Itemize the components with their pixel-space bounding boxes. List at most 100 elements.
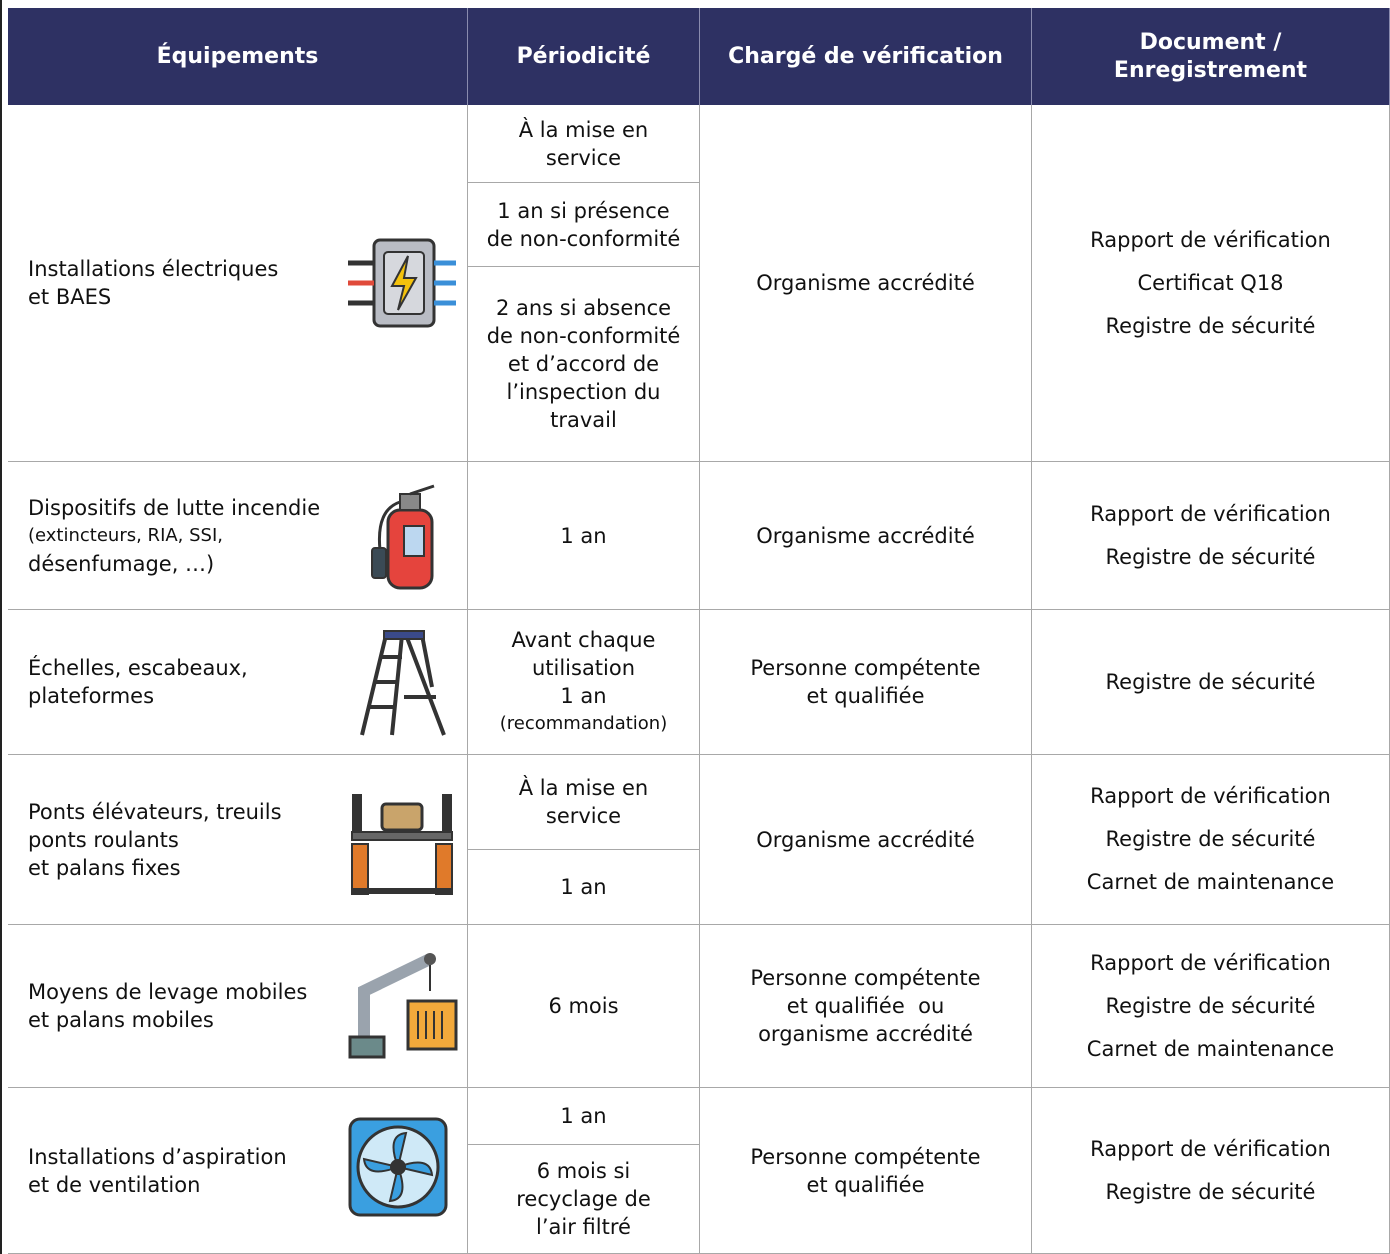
- periodicity-cell: 1 an: [468, 462, 700, 610]
- periodicity-cell: 1 an si présence de non-conformité: [468, 183, 700, 267]
- verifier-cell: Organisme accrédité: [700, 755, 1032, 925]
- periodicity-cell: 6 mois: [468, 925, 700, 1088]
- verifier-text: Personne compétente: [750, 966, 981, 990]
- verifier-text: Personne compétente: [750, 656, 981, 680]
- periodicity-text: (recommandation): [499, 713, 668, 734]
- header-text: Document /: [1139, 29, 1282, 55]
- documents-cell: Rapport de vérification Registre de sécur…: [1032, 1088, 1390, 1254]
- document-text: Rapport de vérification: [1090, 1136, 1331, 1161]
- equipment-icon: [351, 794, 453, 895]
- periodicity-text: Avant chaque: [511, 628, 656, 652]
- equipment-text: désenfumage, …): [28, 551, 215, 576]
- document-text: Registre de sécurité: [1105, 827, 1316, 851]
- equipment-cell: Installations électriques et BAES: [8, 105, 468, 462]
- documents-cell: Rapport de vérification Registre de sécur…: [1032, 925, 1390, 1088]
- periodicity-text: l’air filtré: [536, 1215, 631, 1239]
- equipment-text: et de ventilation: [28, 1172, 201, 1197]
- periodicity-text: 6 mois si: [536, 1159, 631, 1183]
- equipment-cell: Ponts élévateurs, treuils ponts roulants e…: [8, 755, 468, 925]
- periodicity-text: service: [545, 145, 622, 170]
- periodicity-text: service: [545, 804, 622, 828]
- equipment-text: et palans fixes: [28, 855, 181, 880]
- header-cell: Chargé de vérification: [700, 8, 1032, 105]
- verifier-text: et qualifiée ou: [786, 994, 945, 1018]
- equipment-text: Moyens de levage mobiles: [28, 980, 308, 1004]
- periodicity-text: 1 an: [560, 1104, 607, 1128]
- periodicity-text: À la mise en: [518, 776, 649, 800]
- documents-cell: Rapport de vérification Registre de sécur…: [1032, 462, 1390, 610]
- equipment-text: Installations d’aspiration: [28, 1144, 287, 1169]
- verifier-text: Personne compétente: [750, 1144, 981, 1169]
- periodicity-text: 6 mois: [548, 994, 619, 1018]
- periodicity-text: 1 an si présence: [497, 198, 670, 223]
- verifier-text: et qualifiée: [806, 684, 925, 708]
- equipment-icon: [360, 629, 446, 736]
- verifier-text: et qualifiée: [806, 1172, 925, 1197]
- periodicity-text: travail: [550, 408, 617, 432]
- periodicity-cell: À la mise en service: [468, 105, 700, 183]
- periodicity-text: 1 an: [560, 875, 607, 899]
- verifier-text: Organisme accrédité: [756, 271, 975, 295]
- periodicity-text: l’inspection du: [506, 380, 661, 404]
- equipment-text: Dispositifs de lutte incendie: [28, 495, 321, 520]
- document-text: Rapport de vérification: [1090, 784, 1331, 808]
- equipment-cell: Installations d’aspiration et de ventilat…: [8, 1088, 468, 1254]
- document-text: Carnet de maintenance: [1086, 870, 1335, 894]
- verifier-text: Organisme accrédité: [756, 827, 975, 852]
- equipment-text: plateformes: [28, 684, 155, 708]
- equipment-text: et BAES: [28, 285, 112, 309]
- document-text: Rapport de vérification: [1090, 227, 1331, 252]
- periodicity-cell: À la mise en service: [468, 755, 700, 850]
- equipment-text: (extincteurs, RIA, SSI,: [28, 524, 224, 546]
- document-text: Carnet de maintenance: [1086, 1036, 1335, 1061]
- document-text: Registre de sécurité: [1105, 1179, 1316, 1204]
- header-cell: Périodicité: [468, 8, 700, 105]
- verifier-text: Organisme accrédité: [756, 523, 975, 548]
- equipment-text: Échelles, escabeaux,: [28, 656, 248, 680]
- periodicity-text: de non-conformité: [486, 226, 681, 251]
- periodicity-cell: 1 an: [468, 850, 700, 925]
- periodicity-text: 1 an: [560, 523, 607, 548]
- equipment-icon: [348, 238, 456, 327]
- periodicity-cell: 6 mois si recyclage de l’air filtré: [468, 1145, 700, 1254]
- document-text: Rapport de vérification: [1090, 501, 1331, 526]
- documents-cell: Rapport de vérification Certificat Q18 Reg…: [1032, 105, 1390, 462]
- equipment-text: et palans mobiles: [28, 1008, 214, 1032]
- periodicity-cell: 2 ans si absence de non-conformité et d’ac…: [468, 267, 700, 462]
- verifier-cell: Organisme accrédité: [700, 462, 1032, 610]
- document-text: Rapport de vérification: [1090, 950, 1331, 975]
- periodicity-cell: Avant chaque utilisation 1 an (recommandati…: [468, 610, 700, 755]
- periodicity-cell: 1 an: [468, 1088, 700, 1145]
- header-text: Chargé de vérification: [728, 43, 1003, 69]
- periodicity-text: recyclage de: [516, 1187, 651, 1211]
- equipment-text: ponts roulants: [28, 827, 179, 852]
- equipment-icon: [348, 952, 458, 1058]
- header-text: Équipements: [156, 43, 319, 69]
- header-cell: Équipements: [8, 8, 468, 105]
- document-text: Registre de sécurité: [1105, 313, 1316, 338]
- periodicity-text: et d’accord de: [507, 352, 660, 376]
- periodicity-text: 1 an: [560, 684, 607, 708]
- equipment-text: Ponts élévateurs, treuils: [28, 799, 282, 824]
- verifier-cell: Organisme accrédité: [700, 105, 1032, 462]
- verifier-cell: Personne compétente et qualifiée: [700, 610, 1032, 755]
- equipment-cell: Moyens de levage mobiles et palans mobile…: [8, 925, 468, 1088]
- documents-cell: Rapport de vérification Registre de sécur…: [1032, 755, 1390, 925]
- equipment-text: Installations électriques: [28, 257, 279, 281]
- header-text: Enregistrement: [1113, 57, 1308, 83]
- document-text: Registre de sécurité: [1105, 993, 1316, 1018]
- equipment-cell: Échelles, escabeaux, plateformes: [8, 610, 468, 755]
- header-text: Périodicité: [516, 43, 651, 69]
- periodicity-text: 2 ans si absence: [495, 296, 672, 320]
- verifier-cell: Personne compétente et qualifiée: [700, 1088, 1032, 1254]
- verifier-cell: Personne compétente et qualifiée ou organi…: [700, 925, 1032, 1088]
- periodicity-text: de non-conformité: [486, 324, 681, 348]
- verifier-text: organisme accrédité: [758, 1022, 973, 1046]
- document-text: Registre de sécurité: [1105, 669, 1316, 694]
- equipment-cell: Dispositifs de lutte incendie (extincteur…: [8, 462, 468, 610]
- frame-edge: [0, 0, 2, 1254]
- document-text: Registre de sécurité: [1105, 544, 1316, 569]
- documents-cell: Registre de sécurité: [1032, 610, 1390, 755]
- equipment-icon: [371, 484, 435, 590]
